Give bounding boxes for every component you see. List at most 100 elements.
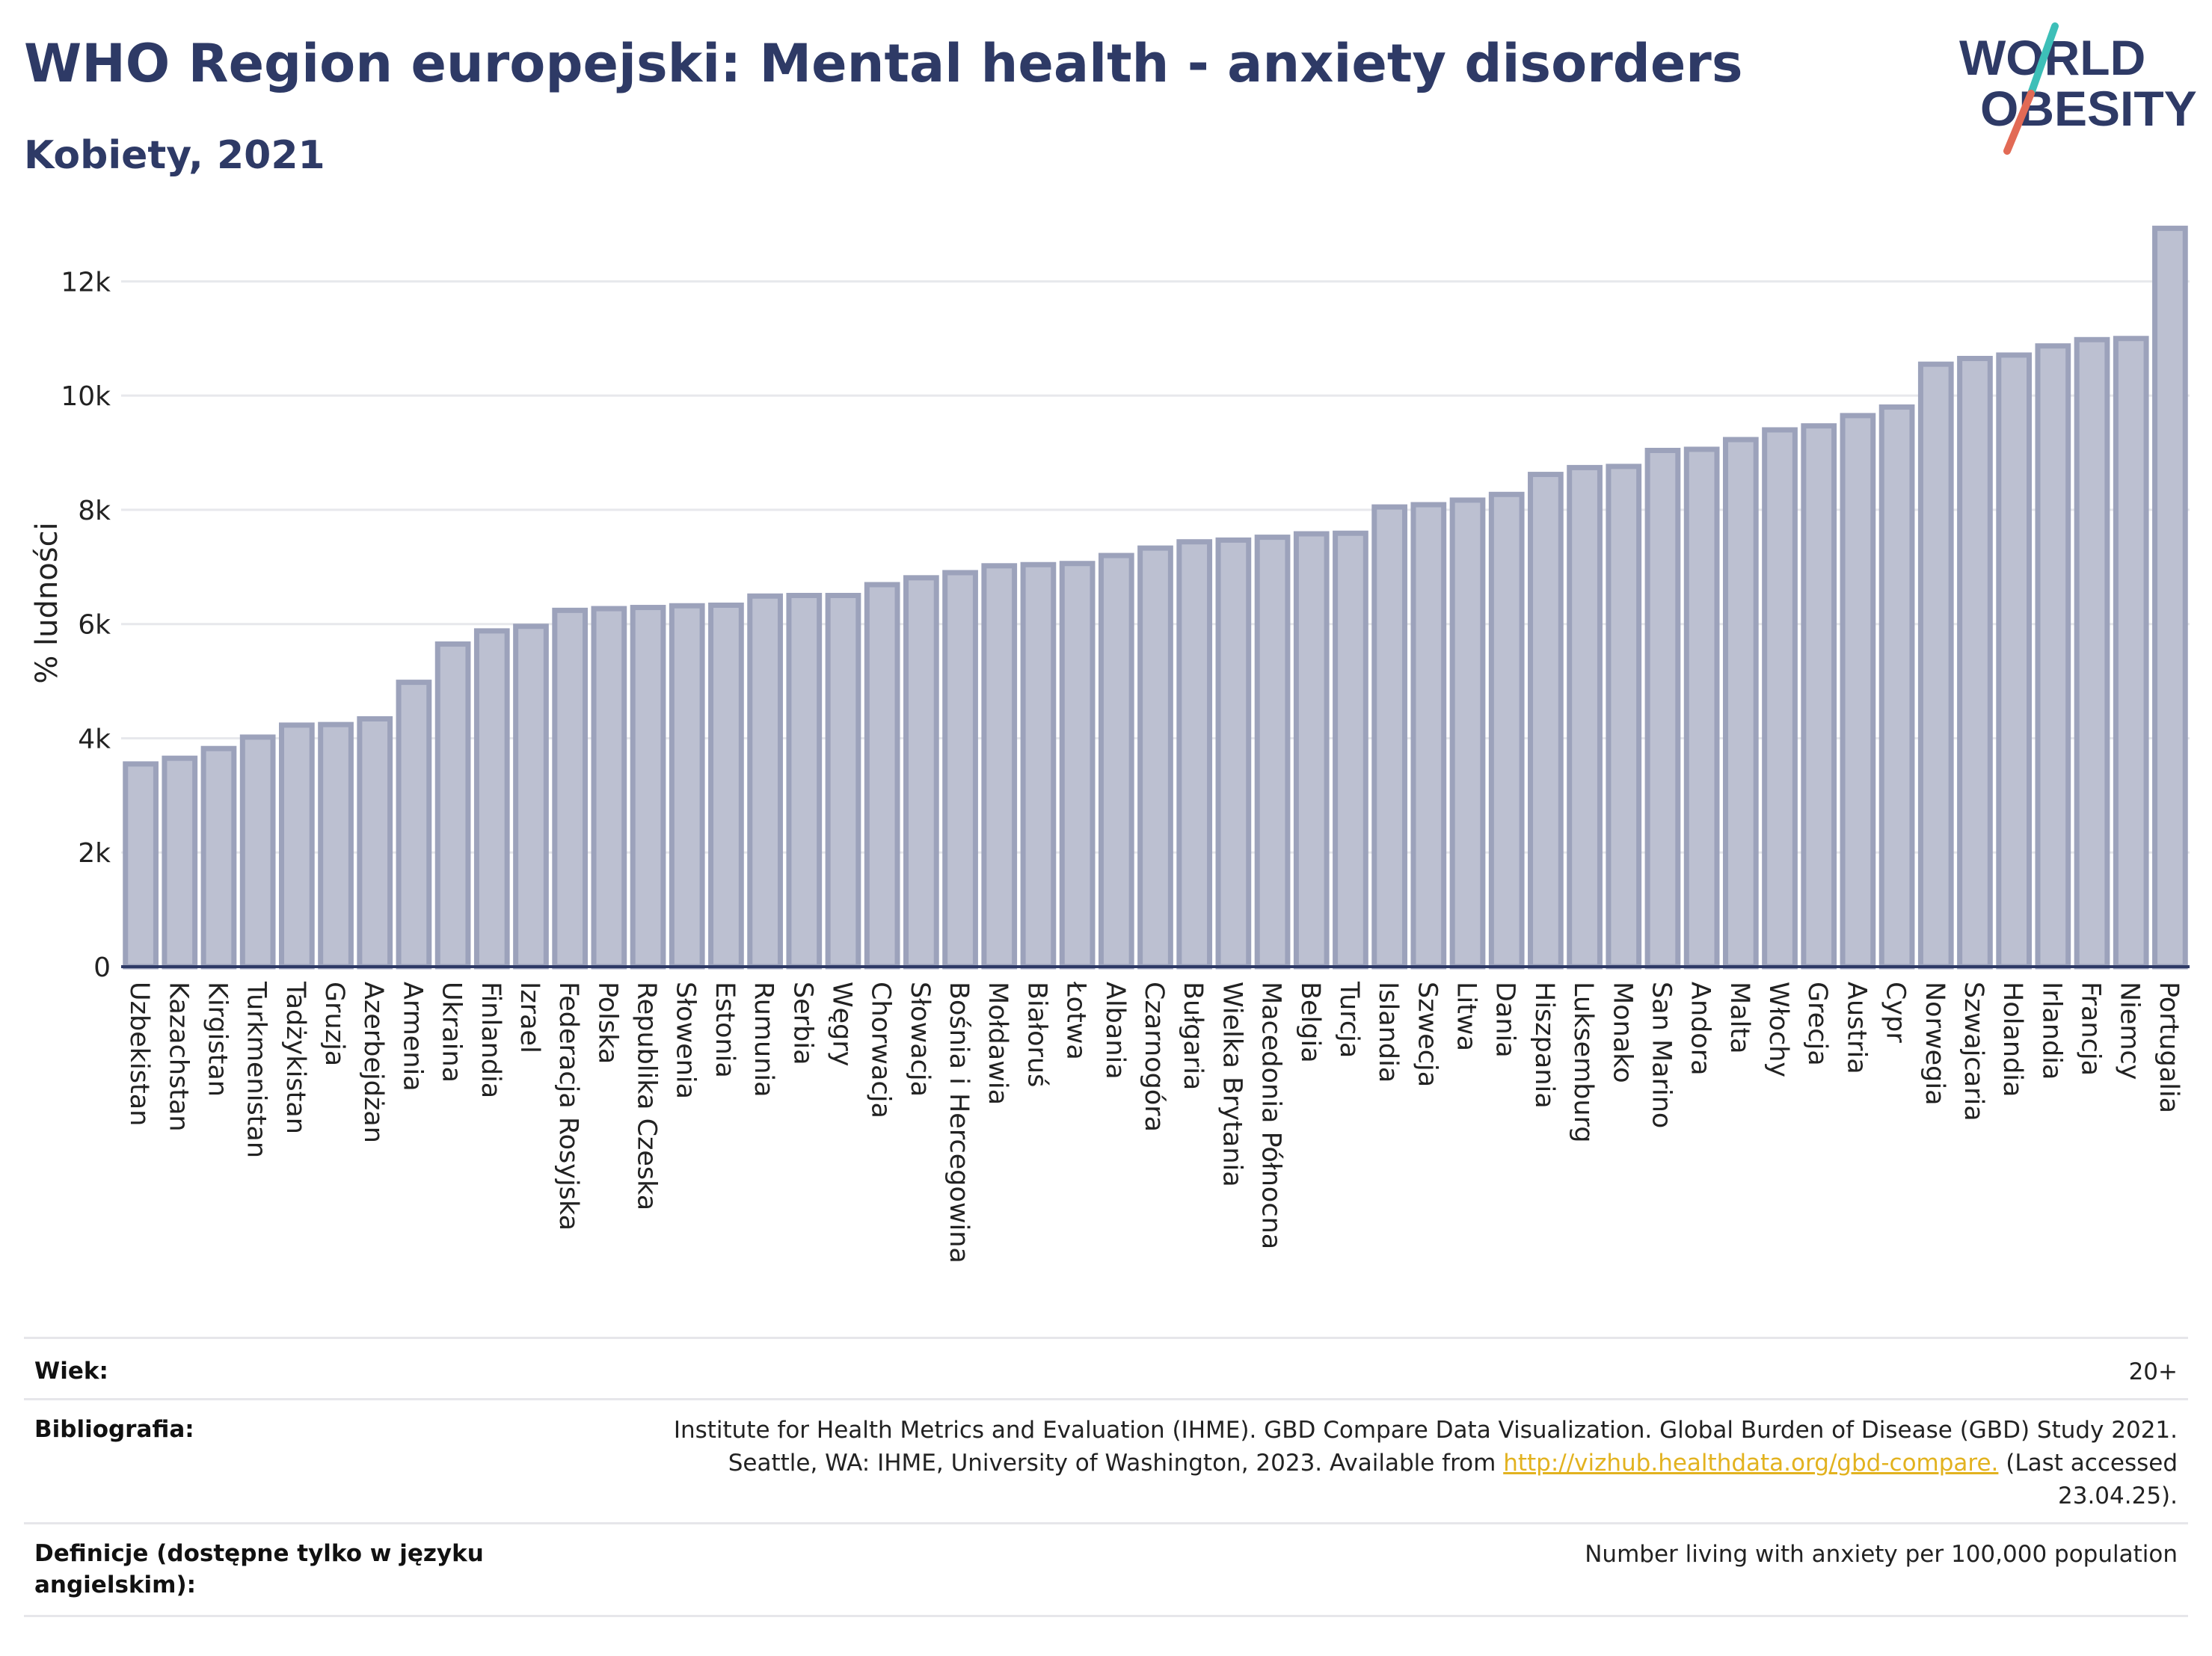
y-tick-label: 8k xyxy=(78,496,111,526)
bar-40 xyxy=(1644,447,1681,970)
x-tick-label: Republika Czeska xyxy=(632,982,662,1210)
bar-39 xyxy=(1606,464,1642,970)
world-obesity-logo: WORLD OBESITY xyxy=(1959,22,2197,155)
x-tick-label: Austria xyxy=(1841,982,1871,1074)
bar-33 xyxy=(1371,504,1407,970)
bar-20 xyxy=(864,582,900,970)
bar-42 xyxy=(1722,437,1759,970)
x-tick-label: Serbia xyxy=(787,982,817,1065)
logo-slash-coral xyxy=(2003,90,2035,155)
bar-4 xyxy=(239,734,276,970)
ihme-link[interactable]: http://vizhub.healthdata.org/gbd-compare… xyxy=(1503,1450,1999,1477)
bar-17 xyxy=(747,593,783,970)
bar-8 xyxy=(396,680,432,970)
x-tick-label: Bułgaria xyxy=(1178,982,1208,1090)
definitions-label-line-1: Definicje (dostępne tylko w języku xyxy=(34,1540,484,1567)
x-tick-label: Holandia xyxy=(1997,982,2027,1097)
bibliography-line-3: 23.04.25). xyxy=(2058,1483,2178,1509)
x-tick-label: Hiszpania xyxy=(1529,982,1559,1109)
bar-13 xyxy=(591,606,627,970)
bar-14 xyxy=(630,605,666,970)
x-tick-label: Islandia xyxy=(1373,982,1403,1083)
bibliography-line-2: Seattle, WA: IHME, University of Washing… xyxy=(532,1447,2178,1480)
x-tick-label: Turkmenistan xyxy=(242,981,271,1158)
info-row-age: Wiek: 20+ xyxy=(24,1337,2188,1400)
bar-32 xyxy=(1333,530,1368,970)
bar-15 xyxy=(669,603,705,970)
x-tick-label: Kirgistan xyxy=(202,982,232,1097)
x-tick-label: Łotwa xyxy=(1061,981,1091,1060)
x-tick-label: Ukraina xyxy=(437,982,467,1083)
y-tick-label: 0 xyxy=(93,952,111,983)
x-tick-label: Wielka Brytania xyxy=(1217,982,1247,1187)
bar-52 xyxy=(2113,336,2149,970)
info-row-bibliography: Bibliografia: Institute for Health Metri… xyxy=(24,1398,2188,1524)
x-tick-label: Malta xyxy=(1724,982,1754,1054)
bibliography-value: Institute for Health Metrics and Evaluat… xyxy=(532,1414,2178,1512)
bar-22 xyxy=(942,570,978,970)
bar-28 xyxy=(1176,539,1213,970)
x-tick-label: Estonia xyxy=(710,982,740,1078)
bar-5 xyxy=(278,722,315,970)
x-tick-label: Chorwacja xyxy=(866,982,896,1118)
bar-48 xyxy=(1957,356,1993,970)
bar-53 xyxy=(2152,225,2188,970)
y-axis-ticks: 0 2k 4k 6k 8k 10k 12k xyxy=(61,267,111,983)
x-tick-label: Kazachstan xyxy=(163,982,193,1132)
x-tick-label: Litwa xyxy=(1451,982,1481,1051)
bar-46 xyxy=(1878,404,1915,970)
x-tick-label: Grecja xyxy=(1802,982,1832,1066)
x-tick-label: Uzbekistan xyxy=(124,982,154,1126)
x-tick-label: Izrael xyxy=(514,982,544,1053)
x-tick-label: Tadżykistan xyxy=(280,981,310,1134)
bar-2 xyxy=(162,755,198,970)
x-tick-label: Albania xyxy=(1100,982,1130,1080)
bar-41 xyxy=(1683,446,1720,970)
x-tick-label: Andora xyxy=(1686,982,1715,1076)
x-tick-label: Irlandia xyxy=(2036,982,2066,1080)
bar-16 xyxy=(708,602,744,970)
x-tick-label: Rumunia xyxy=(749,982,778,1098)
x-tick-label: Finlandia xyxy=(476,982,506,1098)
x-tick-label: Szwajcaria xyxy=(1958,982,1988,1121)
bar-27 xyxy=(1137,545,1173,970)
x-tick-label: Norwegia xyxy=(1920,982,1950,1106)
x-tick-label: Dania xyxy=(1490,982,1520,1058)
bar-45 xyxy=(1840,413,1876,970)
x-tick-label: Słowenia xyxy=(671,982,701,1099)
x-tick-label: Francja xyxy=(2076,982,2106,1076)
x-tick-label: Mołdawia xyxy=(983,982,1013,1105)
bar-51 xyxy=(2074,336,2110,970)
age-value: 20+ xyxy=(2128,1358,2178,1385)
x-tick-label: Federacja Rosyjska xyxy=(553,982,583,1231)
bar-24 xyxy=(1020,561,1057,970)
definitions-label-line-2: angielskim): xyxy=(34,1572,197,1598)
chart-title: WHO Region europejski: Mental health - a… xyxy=(24,33,1743,94)
bar-34 xyxy=(1410,502,1447,970)
y-tick-label: 4k xyxy=(78,724,111,754)
bar-50 xyxy=(2035,343,2071,970)
bibliography-line-2-end: (Last accessed xyxy=(1998,1450,2178,1477)
bar-23 xyxy=(981,563,1018,970)
bar-9 xyxy=(434,641,471,970)
y-tick-label: 12k xyxy=(61,267,111,298)
bibliography-line-1: Institute for Health Metrics and Evaluat… xyxy=(673,1417,2178,1444)
x-tick-label: Słowacja xyxy=(905,982,935,1097)
definitions-value: Number living with anxiety per 100,000 p… xyxy=(1585,1541,2178,1568)
bar-29 xyxy=(1215,537,1252,970)
bar-3 xyxy=(200,745,237,970)
bar-26 xyxy=(1098,552,1134,970)
x-tick-label: Portugalia xyxy=(2154,982,2184,1113)
bar-25 xyxy=(1059,561,1096,970)
y-axis-title: % ludności xyxy=(30,522,64,683)
x-tick-label: San Marino xyxy=(1646,982,1676,1128)
x-tick-label: Azerbejdżan xyxy=(358,982,388,1143)
bibliography-label: Bibliografia: xyxy=(34,1416,194,1443)
bar-37 xyxy=(1528,472,1564,970)
info-table: Wiek: 20+ Bibliografia: Institute for He… xyxy=(24,1337,2188,1621)
x-tick-label: Cypr xyxy=(1881,982,1911,1043)
bar-35 xyxy=(1449,497,1486,970)
x-tick-label: Niemcy xyxy=(2115,982,2145,1080)
logo-slash-teal xyxy=(2027,22,2059,97)
bar-31 xyxy=(1293,531,1330,970)
